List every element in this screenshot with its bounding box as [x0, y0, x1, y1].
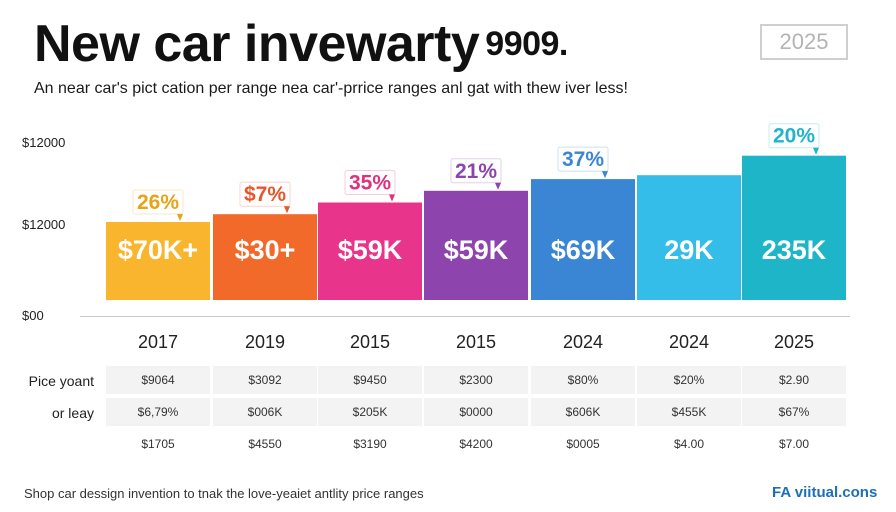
y-tick-middle: $12000: [22, 217, 66, 232]
percent-label: 26%: [137, 191, 179, 214]
percent-label: 20%: [773, 125, 815, 148]
bar-value-label: $59K: [444, 235, 509, 265]
table-cell: $3190: [353, 437, 387, 451]
percent-label: $7%: [244, 183, 286, 206]
percent-label: 35%: [349, 172, 391, 195]
percent-callout: 37%: [557, 146, 609, 179]
table-cell: $0000: [424, 398, 528, 426]
table-cell: $6,79%: [106, 398, 210, 426]
x-tick-label: 2019: [244, 332, 286, 352]
y-tick-bottom: $00: [22, 308, 44, 323]
table-cell: $1705: [141, 437, 175, 451]
table-cell: $4550: [248, 437, 282, 451]
x-tick-label: 2025: [773, 332, 815, 352]
bar-value-label: 29K: [664, 235, 714, 265]
bar-2[interactable]: [318, 202, 422, 301]
bar-value-label: $30+: [235, 235, 296, 265]
table-cell: $9064: [106, 366, 210, 394]
table-row-label-1: Pice yoant: [28, 373, 94, 389]
bar-value-label: $69K: [551, 235, 616, 265]
percent-callout: 20%: [768, 123, 820, 155]
table-cell: $7.00: [778, 437, 810, 451]
table-cell: $20%: [637, 366, 741, 394]
subtitle: An near car's pict cation per range nea …: [34, 80, 628, 97]
bar-3[interactable]: [424, 190, 528, 300]
footer-note: Shop car dessign invention to tnak the l…: [24, 486, 424, 501]
table-cell: $4.00: [673, 437, 705, 451]
y-tick-top: $12000: [22, 135, 66, 150]
table-cell: $2300: [424, 366, 528, 394]
table-cell: $9450: [318, 366, 422, 394]
percent-callout: 21%: [450, 158, 502, 190]
title-text: New car invewarty: [34, 15, 480, 73]
x-tick-label: 2024: [562, 332, 604, 352]
table-row-label-2: or leay: [51, 405, 94, 421]
percent-callout: 26%: [132, 189, 184, 221]
table-cell: $455K: [637, 398, 741, 426]
x-tick-label: 2015: [349, 332, 391, 352]
table-cell: $3092: [213, 366, 317, 394]
bar-5[interactable]: [637, 175, 741, 300]
year-badge: 2025: [760, 24, 848, 60]
bar-value-label: $70K+: [118, 235, 198, 265]
page-title: New car invewarty 9909.: [34, 14, 568, 74]
chart-baseline: [80, 316, 850, 317]
percent-callout: 35%: [344, 170, 396, 202]
table-cell: $606K: [531, 398, 635, 426]
bar-value-label: 235K: [762, 235, 827, 265]
x-tick-label: 2024: [668, 332, 710, 352]
bar-value-label: $59K: [338, 235, 403, 265]
x-tick-label: 2015: [455, 332, 497, 352]
bar-chart: $70K+ 26% $30+ $7% $59K 35% $59K 21% $69K 37% 29K 2…: [106, 123, 846, 301]
title-year: 9909.: [485, 25, 568, 63]
percent-callout: $7%: [239, 181, 291, 214]
x-tick-label: 2017: [137, 332, 179, 352]
brand-logo[interactable]: FA viitual.cons: [772, 484, 878, 501]
table-cell: $006K: [213, 398, 317, 426]
table-cell: $0005: [566, 437, 600, 451]
table-cell: $4200: [459, 437, 493, 451]
percent-label: 37%: [562, 148, 604, 171]
bar-4[interactable]: [531, 179, 635, 300]
bar-1[interactable]: [213, 214, 317, 300]
percent-label: 21%: [455, 160, 497, 183]
bar-6[interactable]: [742, 155, 846, 300]
bar-0[interactable]: [106, 222, 210, 300]
table-cell: $2.90: [742, 366, 846, 394]
table-cell: $80%: [531, 366, 635, 394]
table-cell: $205K: [318, 398, 422, 426]
table-cell: $67%: [742, 398, 846, 426]
